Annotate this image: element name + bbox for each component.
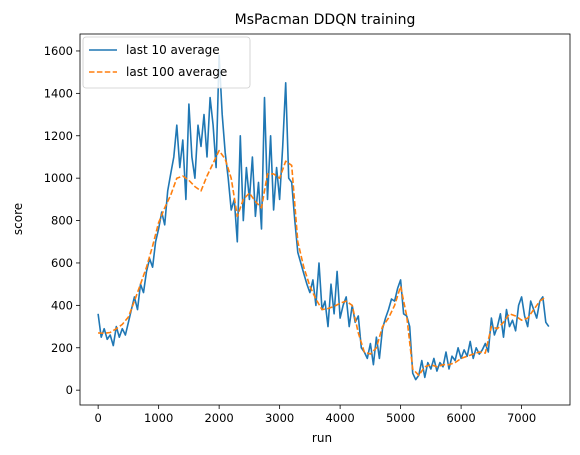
y-tick-label: 0 [66, 383, 73, 397]
y-tick-label: 800 [51, 214, 73, 228]
legend: last 10 average last 100 average [82, 36, 251, 89]
y-tick-label: 600 [51, 256, 73, 270]
x-axis-label: run [312, 431, 332, 445]
y-tick-label: 1600 [44, 44, 73, 58]
series-line-last-100-average [98, 149, 547, 377]
x-axis-ticks: 0 1000 2000 3000 4000 5000 6000 7000 [94, 405, 536, 425]
chart-title: MsPacman DDQN training [235, 12, 416, 28]
x-tick-label: 2000 [204, 411, 233, 425]
x-tick-label: 6000 [446, 411, 475, 425]
x-tick-label: 0 [94, 411, 101, 425]
y-axis-label: score [11, 203, 25, 235]
y-tick-label: 200 [51, 341, 73, 355]
series-line-last-10-average [97, 54, 550, 381]
y-tick-label: 400 [51, 298, 73, 312]
y-axis-ticks: 0 200 400 600 800 1000 1200 1400 1600 [44, 44, 80, 397]
plot-area: 0 1000 2000 3000 4000 5000 6000 7000 0 200 400 600… [44, 33, 571, 425]
series-group [97, 54, 550, 381]
legend-label-last-100-average: last 100 average [126, 65, 227, 79]
y-tick-label: 1400 [44, 86, 73, 100]
legend-label-last-10-average: last 10 average [126, 43, 220, 57]
x-tick-label: 4000 [325, 411, 354, 425]
x-tick-label: 7000 [507, 411, 536, 425]
y-tick-label: 1200 [44, 129, 73, 143]
x-tick-label: 5000 [386, 411, 415, 425]
x-tick-label: 3000 [265, 411, 294, 425]
x-tick-label: 1000 [144, 411, 173, 425]
y-tick-label: 1000 [44, 171, 73, 185]
legend-box [82, 36, 251, 89]
plot-frame [79, 33, 571, 406]
